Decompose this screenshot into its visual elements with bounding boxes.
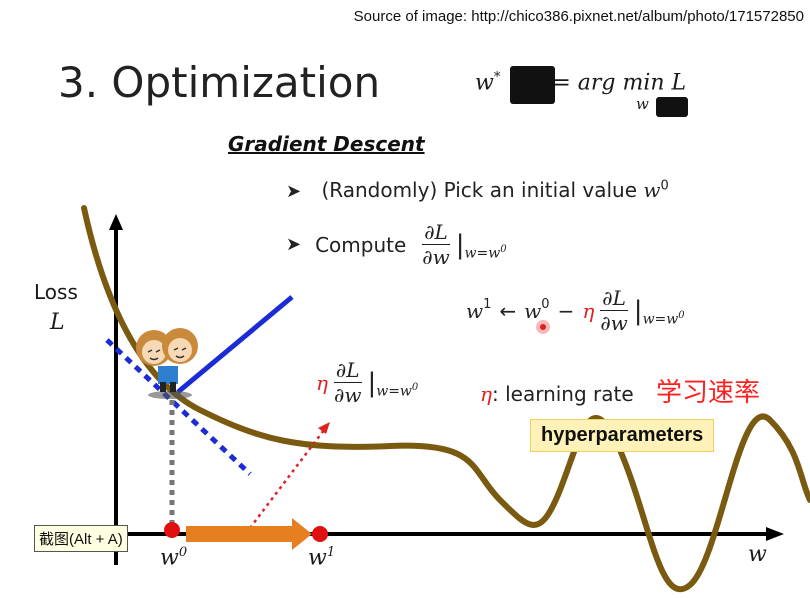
lr-eta: η xyxy=(480,382,492,406)
update-minus: − xyxy=(557,298,575,323)
update-derivative: ∂L ∂w xyxy=(598,286,629,335)
x-axis-arrowhead xyxy=(766,527,784,541)
gradient-line xyxy=(176,295,294,394)
tangent-line xyxy=(105,338,252,476)
screenshot-tooltip: 截图(Alt + A) xyxy=(34,525,128,552)
update-w1: w xyxy=(466,298,484,323)
step-eta: η xyxy=(316,370,328,395)
bullet-1-sup: 0 xyxy=(660,178,669,194)
bullet-2-text: Compute xyxy=(315,232,407,257)
update-eta: η xyxy=(582,298,595,323)
eval-sub-text: w=w xyxy=(464,245,501,262)
source-caption: Source of image: http://chico386.pixnet.… xyxy=(353,8,804,25)
step-arrow-body xyxy=(186,526,292,542)
step-eval-sub-text: w=w xyxy=(376,383,412,400)
derivative-num: ∂L xyxy=(422,220,450,245)
slide-title: 3. Optimization xyxy=(58,58,381,107)
step-eval-sub: w=w0 xyxy=(376,382,418,400)
y-axis-label-loss: Loss xyxy=(34,280,78,304)
formula-L: L xyxy=(671,70,687,96)
learning-rate-chinese: 学习速率 xyxy=(656,378,761,408)
y-axis-arrowhead xyxy=(109,214,123,230)
update-w1-sup: 1 xyxy=(483,297,492,312)
update-w0-sup: 0 xyxy=(541,297,550,312)
update-derivative-num: ∂L xyxy=(600,286,628,311)
compute-derivative: ∂L ∂w xyxy=(420,220,451,269)
bullet-arrow-icon: ➤ xyxy=(286,234,302,255)
formula-star: * xyxy=(493,70,501,85)
gradient-descent-heading: Gradient Descent xyxy=(228,132,425,156)
formula-min-subscript: w xyxy=(636,95,649,113)
update-eval-bar: | xyxy=(633,295,643,326)
w1-label: w1 xyxy=(308,545,335,570)
hyperparameters-badge: hyperparameters xyxy=(530,419,715,452)
eval-sub: w=w0 xyxy=(465,244,507,262)
loss-curve xyxy=(81,205,810,593)
character-icon xyxy=(136,328,198,399)
formula-w: w xyxy=(475,70,494,96)
w0-label-w: w xyxy=(160,545,179,571)
derivative-den: ∂w xyxy=(422,245,450,269)
y-axis-label-L: L xyxy=(50,310,65,335)
w0-label: w0 xyxy=(160,545,187,570)
formula-argmin: = arg min xyxy=(552,70,665,96)
step-eval-sub-sup: 0 xyxy=(411,381,419,393)
w1-point xyxy=(312,526,328,542)
step-derivative-num: ∂L xyxy=(333,358,362,383)
bullet-2: ➤ Compute ∂L ∂w | w=w0 xyxy=(286,220,507,269)
step-dotted-arrow xyxy=(249,429,325,529)
cursor-dot xyxy=(540,324,546,330)
step-arrow-head xyxy=(292,518,312,550)
bullet-1: ➤ (Randomly) Pick an initial value w0 xyxy=(286,178,669,202)
eval-sub-sup: 0 xyxy=(500,243,507,255)
optimization-formula: w* = arg min L xyxy=(475,70,686,95)
step-derivative: ∂L ∂w xyxy=(332,358,363,407)
w0-point xyxy=(164,522,180,538)
update-eval-sub-sup: 0 xyxy=(678,309,685,321)
update-w0: w xyxy=(524,298,542,323)
x-axis-label-w: w xyxy=(748,542,767,567)
bullet-1-text: (Randomly) Pick an initial value xyxy=(321,178,637,202)
bullet-1-w: w xyxy=(643,178,661,202)
lr-text: : learning rate xyxy=(491,382,634,406)
update-eval-sub: w=w0 xyxy=(643,310,685,328)
step-eval-bar: | xyxy=(367,367,377,398)
learning-rate-line: η: learning rate xyxy=(480,382,634,406)
eval-bar: | xyxy=(455,229,465,260)
update-eval-sub-text: w=w xyxy=(642,311,679,328)
step-derivative-den: ∂w xyxy=(333,383,362,407)
w1-label-sup: 1 xyxy=(326,545,336,560)
update-arrow: ← xyxy=(499,298,517,323)
update-derivative-den: ∂w xyxy=(600,311,628,335)
w1-label-w: w xyxy=(308,545,327,571)
bullet-arrow-icon: ➤ xyxy=(286,181,302,202)
redaction-box-2 xyxy=(656,97,688,117)
w0-label-sup: 0 xyxy=(178,545,188,560)
step-label: η ∂L ∂w | w=w0 xyxy=(316,358,418,407)
redaction-box-1 xyxy=(510,66,555,104)
step-dotted-arrowhead xyxy=(318,422,330,434)
